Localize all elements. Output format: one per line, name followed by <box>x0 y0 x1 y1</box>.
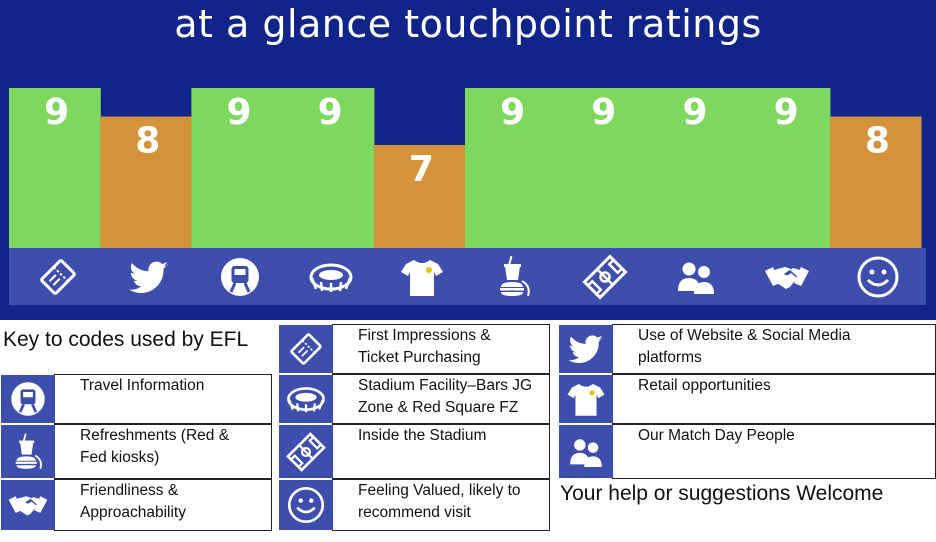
key-footer: Your help or suggestions Welcome <box>560 482 884 505</box>
key-label: Feeling Valued, likely to recommend visit <box>358 480 546 524</box>
key-label: Refreshments (Red & Fed kiosks) <box>80 425 268 469</box>
key-label-line: Use of Website & Social Media <box>638 327 851 344</box>
bar-refreshments <box>465 88 557 248</box>
people-icon <box>559 425 613 478</box>
bar-pitch <box>556 88 648 248</box>
bar-ticket <box>9 88 101 248</box>
bar-value-label: 9 <box>500 92 525 133</box>
key-row-ticket <box>332 324 550 374</box>
key-label-line: Ticket Purchasing <box>358 349 481 366</box>
key-label-line: First Impressions & <box>358 327 491 344</box>
bar-value-label: 9 <box>774 92 799 133</box>
key-label: Travel Information <box>80 375 268 397</box>
refreshments-icon <box>1 425 55 478</box>
key-label-line: Zone & Red Square FZ <box>358 399 519 416</box>
key-row-pitch <box>332 424 550 479</box>
bar-value-label: 8 <box>135 121 160 162</box>
key-label-line: Friendliness & <box>80 482 179 499</box>
key-label-line: Approachability <box>80 504 186 521</box>
key-row-twitter <box>612 324 936 374</box>
bar-value-label: 7 <box>409 149 434 190</box>
key-row-people <box>612 424 936 479</box>
key-label-line: Feeling Valued, likely to <box>358 482 521 499</box>
key-label-line: Stadium Facility–Bars JG <box>358 377 532 394</box>
bar-twitter <box>100 116 192 248</box>
key-label-line: platforms <box>638 349 702 366</box>
key-label: Friendliness & Approachability <box>80 480 268 524</box>
key-heading: Key to codes used by EFL <box>3 328 249 351</box>
stadium-icon <box>301 248 361 305</box>
smiley-icon <box>279 480 333 530</box>
twitter-icon <box>559 325 613 373</box>
metro-icon <box>1 375 55 423</box>
key-label: Stadium Facility–Bars JG Zone & Red Squar… <box>358 375 546 419</box>
key-label: Inside the Stadium <box>358 425 546 447</box>
key-label-line: Inside the Stadium <box>358 427 487 444</box>
chart-title: at a glance touchpoint ratings <box>174 2 762 46</box>
bar-value-label: 9 <box>591 92 616 133</box>
metro-icon <box>210 248 270 305</box>
bar-shirt <box>373 145 466 248</box>
stadium-icon <box>279 375 333 423</box>
key-label-line: recommend visit <box>358 504 471 521</box>
key-label-line: Fed kiosks) <box>80 449 160 466</box>
key-row-stadium <box>332 374 550 424</box>
shirt-icon <box>559 375 613 423</box>
key-label: Our Match Day People <box>638 425 932 447</box>
ticket-icon <box>279 325 333 373</box>
people-icon <box>666 248 726 305</box>
key-label-line: Travel Information <box>80 377 205 394</box>
pitch-icon <box>279 425 333 478</box>
bar-value-label: 9 <box>682 92 707 133</box>
bar-metro <box>191 88 284 248</box>
key-row-shirt <box>612 374 936 424</box>
bar-smiley <box>829 116 922 248</box>
bar-handshake <box>738 88 831 248</box>
key-label-line: Our Match Day People <box>638 427 795 444</box>
handshake-icon <box>757 248 817 305</box>
key-row-metro <box>54 374 272 424</box>
twitter-icon <box>119 248 179 305</box>
pitch-icon <box>575 248 635 305</box>
bar-value-label: 9 <box>318 92 343 133</box>
smiley-icon <box>848 248 908 305</box>
key-row-smiley <box>332 479 550 531</box>
key-label-line: Retail opportunities <box>638 377 771 394</box>
key-label: Retail opportunities <box>638 375 932 397</box>
key-label: First Impressions & Ticket Purchasing <box>358 325 546 369</box>
bar-people <box>647 88 740 248</box>
bar-value-label: 8 <box>865 121 890 162</box>
bar-value-label: 9 <box>226 92 251 133</box>
handshake-icon <box>1 480 55 530</box>
key-label-line: Refreshments (Red & <box>80 427 230 444</box>
bar-value-label: 9 <box>44 92 69 133</box>
key-row-refreshments <box>54 424 272 479</box>
ratings-chart: 9 8 9 9 7 9 9 9 9 8 <box>9 88 922 248</box>
shirt-icon <box>392 248 452 305</box>
ticket-icon <box>28 248 88 305</box>
refreshments-icon <box>484 248 544 305</box>
bar-stadium <box>282 88 375 248</box>
key-row-handshake <box>54 479 272 531</box>
key-label: Use of Website & Social Media platforms <box>638 325 932 369</box>
